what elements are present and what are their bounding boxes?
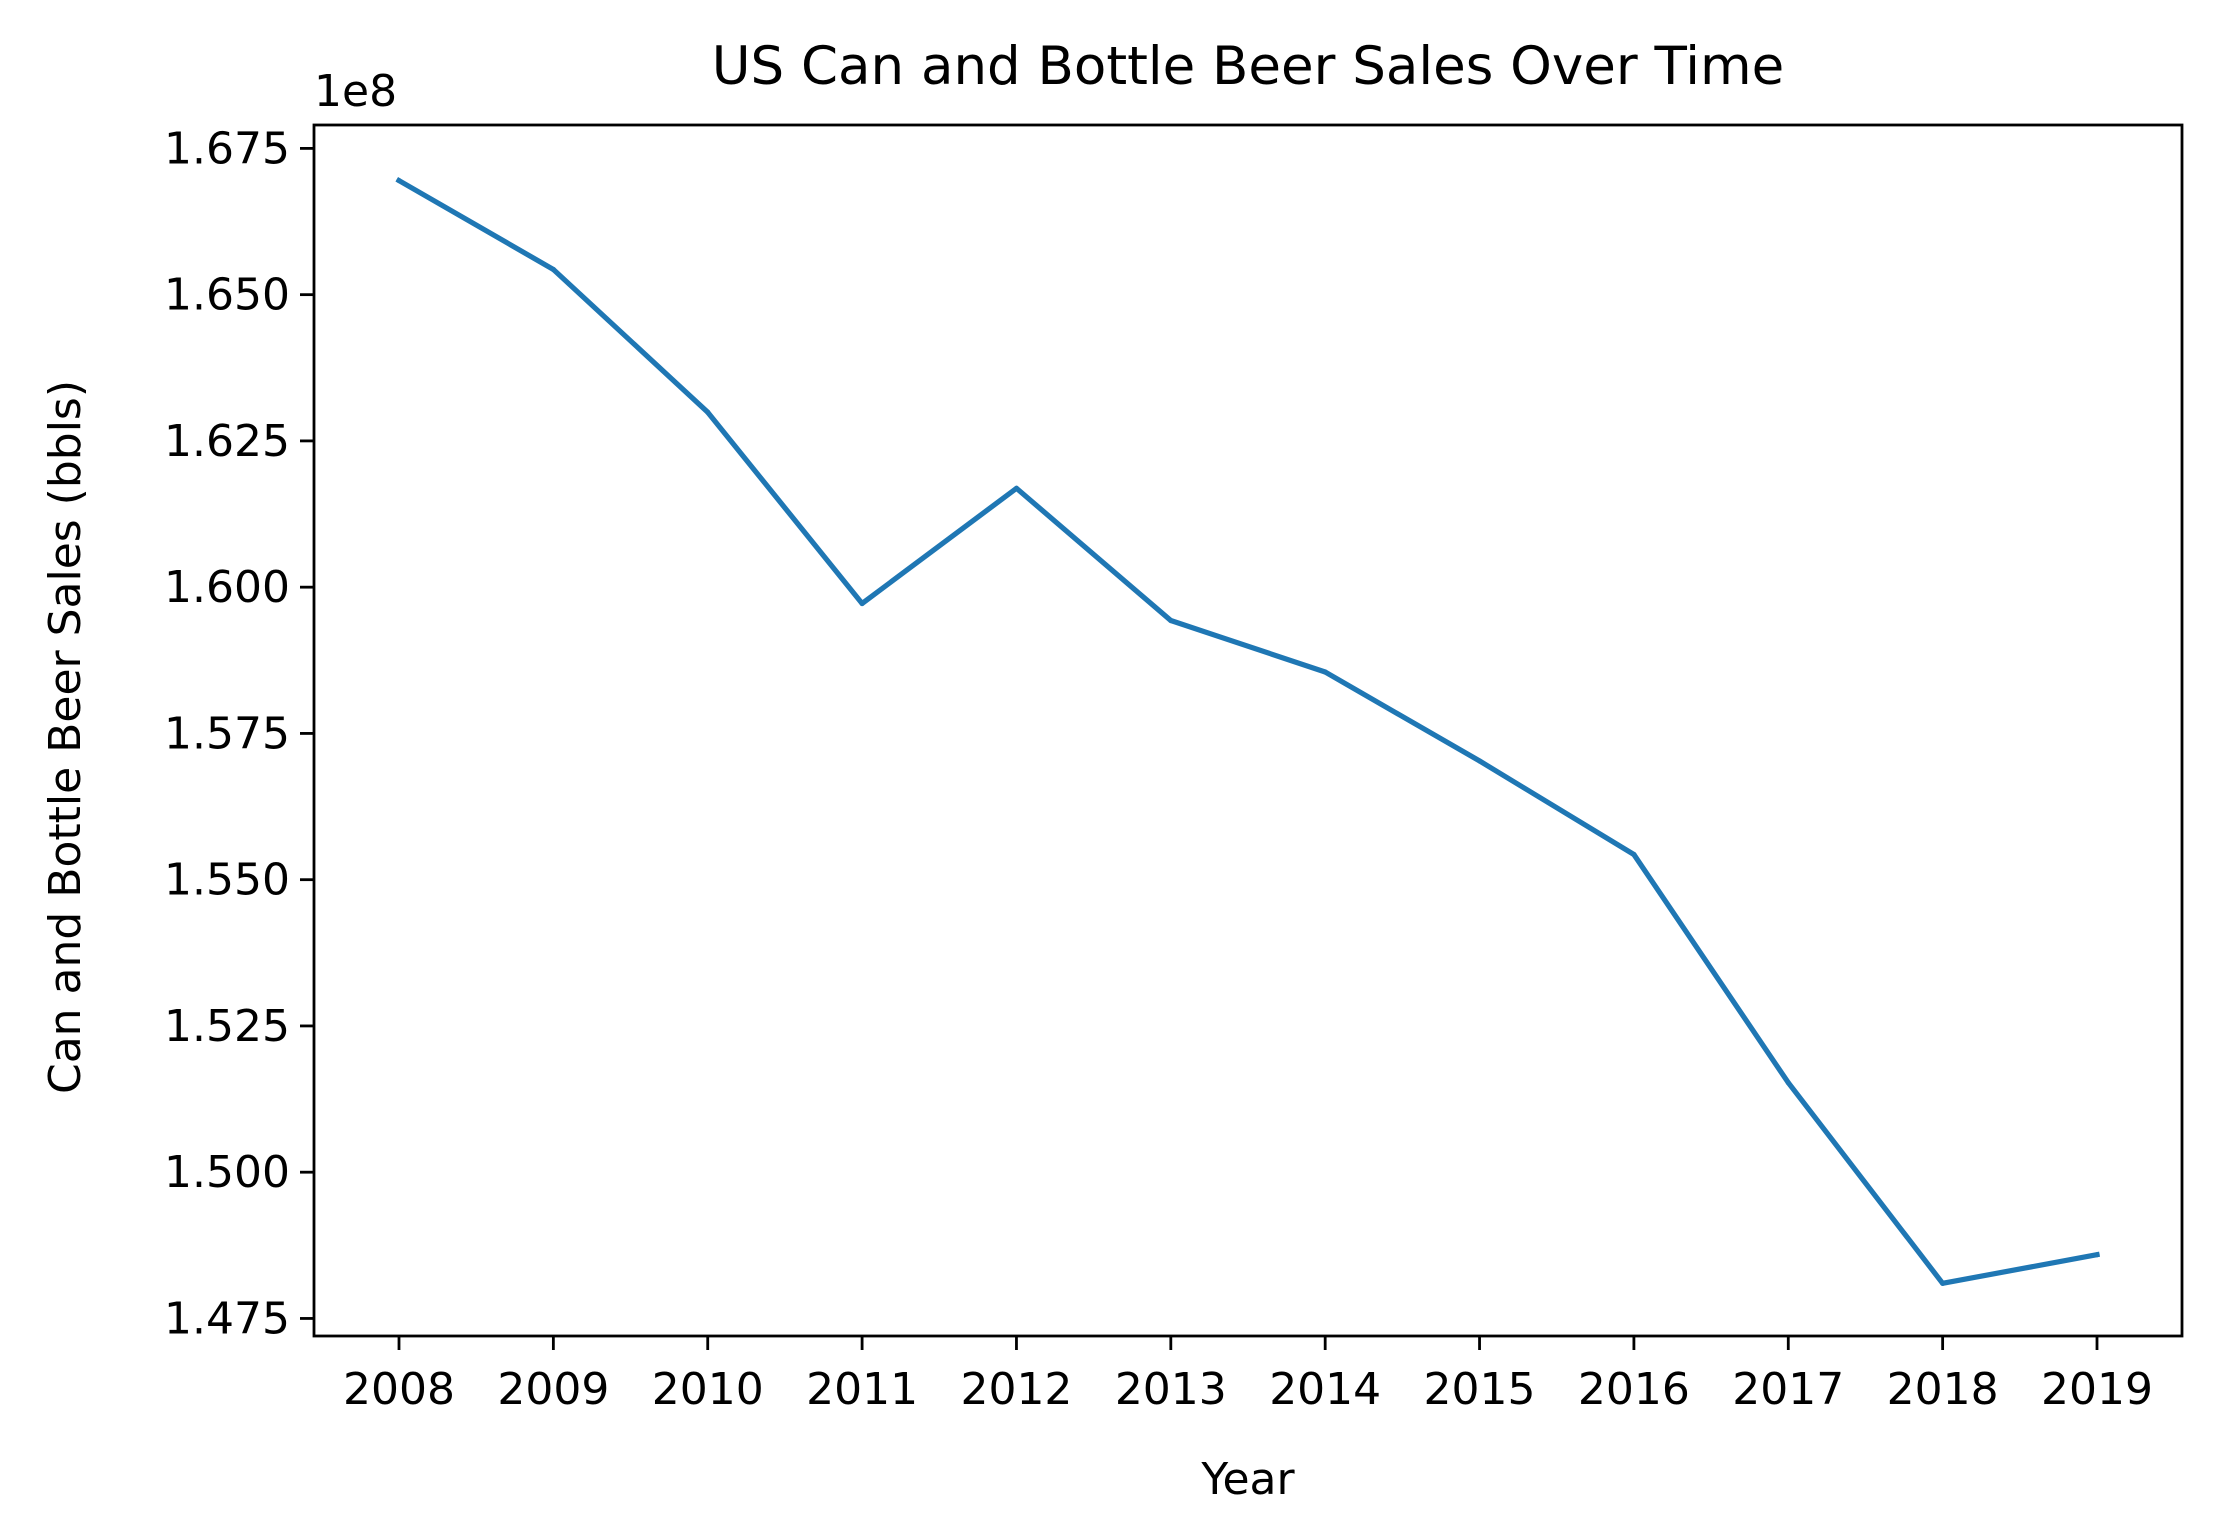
x-axis-title: Year bbox=[1200, 1454, 1295, 1505]
x-tick-label: 2008 bbox=[343, 1364, 455, 1415]
y-tick-label: 1.600 bbox=[164, 562, 290, 613]
data-point bbox=[1013, 485, 1020, 491]
data-point bbox=[1476, 758, 1483, 764]
x-tick-label: 2018 bbox=[1887, 1364, 1999, 1415]
data-point bbox=[1322, 669, 1328, 675]
data-point bbox=[705, 409, 711, 415]
x-tick-label: 2009 bbox=[497, 1364, 609, 1415]
chart-title: US Can and Bottle Beer Sales Over Time bbox=[712, 36, 1784, 97]
x-tick-label: 2017 bbox=[1732, 1364, 1844, 1415]
data-point bbox=[1785, 1080, 1791, 1086]
y-tick-label: 1.675 bbox=[164, 123, 290, 174]
y-tick-label: 1.475 bbox=[164, 1293, 290, 1344]
x-tick-label: 2011 bbox=[806, 1364, 918, 1415]
y-axis-ticks: 1.475 1.500 1.525 1.550 1.575 1.600 1.625 1.650… bbox=[164, 123, 314, 1344]
x-tick-label: 2015 bbox=[1424, 1364, 1536, 1415]
y-tick-label: 1.550 bbox=[164, 855, 290, 906]
y-tick-label: 1.575 bbox=[164, 708, 290, 759]
series-line bbox=[395, 177, 2101, 1286]
y-tick-label: 1.625 bbox=[164, 416, 290, 467]
y-axis-title: Can and Bottle Beer Sales (bbls) bbox=[40, 380, 91, 1094]
data-point bbox=[2094, 1252, 2100, 1258]
data-point bbox=[550, 266, 556, 273]
y-tick-label: 1.650 bbox=[164, 270, 290, 321]
x-tick-label: 2012 bbox=[960, 1364, 1072, 1415]
data-point bbox=[396, 177, 402, 184]
x-tick-label: 2010 bbox=[652, 1364, 764, 1415]
y-axis-offset-label: 1e8 bbox=[314, 66, 397, 117]
data-point bbox=[859, 600, 865, 607]
data-point bbox=[1168, 617, 1174, 624]
data-point bbox=[1940, 1280, 1946, 1286]
x-tick-label: 2013 bbox=[1115, 1364, 1227, 1415]
plot-area-frame bbox=[312, 123, 2184, 1338]
x-tick-label: 2014 bbox=[1269, 1364, 1381, 1415]
series-layer bbox=[395, 177, 2101, 1286]
y-tick-label: 1.525 bbox=[164, 1001, 290, 1052]
x-tick-label: 2019 bbox=[2041, 1364, 2153, 1415]
data-point bbox=[1631, 851, 1637, 858]
x-tick-label: 2016 bbox=[1578, 1364, 1690, 1415]
y-tick-label: 1.500 bbox=[164, 1147, 290, 1198]
x-axis-ticks: 2008 2009 2010 2011 2012 2013 2014 2015 2016 2017… bbox=[343, 1336, 2153, 1415]
